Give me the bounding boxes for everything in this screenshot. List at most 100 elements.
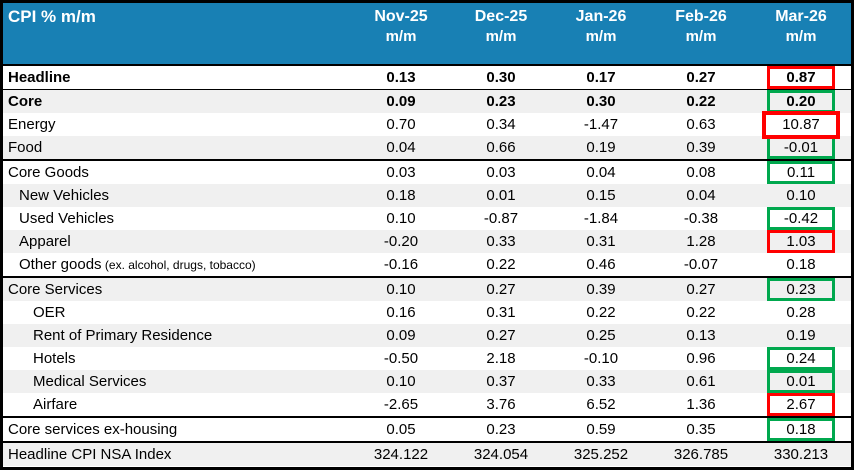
value-cell: 0.46 xyxy=(551,256,651,273)
cell-value: 1.28 xyxy=(686,233,716,250)
cell-value: 0.04 xyxy=(586,164,616,181)
row-label: Core Services xyxy=(3,281,351,298)
row-label-text: Used Vehicles xyxy=(19,210,115,227)
row-label-text: Other goods xyxy=(19,256,102,273)
cell-value: 0.66 xyxy=(486,139,516,156)
cell-value: 0.96 xyxy=(686,350,716,367)
value-cell: 0.61 xyxy=(651,373,751,390)
cell-value: 0.15 xyxy=(586,187,616,204)
row-label-text: Core xyxy=(8,93,43,110)
cell-value: 0.19 xyxy=(786,327,816,344)
row-label-note: (ex. alcohol, drugs, tobacco) xyxy=(101,258,256,272)
row-label-text: Core Goods xyxy=(8,164,89,181)
highlight-box-red: 10.87 xyxy=(762,110,840,139)
table-title: CPI % m/m xyxy=(8,7,96,26)
column-unit-label: m/m xyxy=(385,28,417,45)
cell-value: 0.31 xyxy=(486,304,516,321)
cell-value: -0.87 xyxy=(483,210,519,227)
cell-value: 1.36 xyxy=(686,396,716,413)
cell-value: 0.23 xyxy=(486,421,516,438)
cell-value: 2.67 xyxy=(786,396,816,413)
cell-value: 0.10 xyxy=(786,187,816,204)
table-row: Hotels -0.50 2.18 -0.10 0.96 0.24 xyxy=(3,347,851,370)
cell-value: 0.03 xyxy=(486,164,516,181)
cell-value: 0.01 xyxy=(786,373,816,390)
cell-value: -0.01 xyxy=(783,139,819,156)
cell-value: 0.27 xyxy=(686,69,716,86)
row-label-text: New Vehicles xyxy=(19,187,110,204)
cell-value: 0.11 xyxy=(786,164,816,181)
value-cell: 1.28 xyxy=(651,233,751,250)
value-cell: 0.27 xyxy=(451,281,551,298)
row-label: Medical Services xyxy=(3,373,351,390)
cell-value: 0.39 xyxy=(686,139,716,156)
cell-value: 0.09 xyxy=(386,327,416,344)
column-header: Dec-25 m/m xyxy=(451,3,551,64)
value-cell: 0.28 xyxy=(751,304,851,321)
row-label-text: Energy xyxy=(8,116,56,133)
row-label-text: Airfare xyxy=(33,396,78,413)
value-cell: -0.42 xyxy=(751,207,851,230)
row-label: Energy xyxy=(3,116,351,133)
value-cell: 0.31 xyxy=(451,304,551,321)
row-label-text: Medical Services xyxy=(33,373,147,390)
cell-value: 0.61 xyxy=(686,373,716,390)
column-month-label: Nov-25 xyxy=(374,8,428,25)
table-row: Medical Services 0.10 0.37 0.33 0.61 0.01 xyxy=(3,370,851,393)
cell-value: 0.27 xyxy=(686,281,716,298)
value-cell: 0.10 xyxy=(351,210,451,227)
table-row: Rent of Primary Residence 0.09 0.27 0.25 0.1… xyxy=(3,324,851,347)
cell-value: 0.46 xyxy=(586,256,616,273)
table-row: Headline CPI NSA Index 324.122 324.054 325.… xyxy=(3,441,851,466)
value-cell: 0.25 xyxy=(551,327,651,344)
row-label-text: Headline xyxy=(8,69,71,86)
row-label: Food xyxy=(3,139,351,156)
value-cell: 0.16 xyxy=(351,304,451,321)
value-cell: 0.39 xyxy=(551,281,651,298)
cell-value: 0.09 xyxy=(386,93,416,110)
cell-value: -0.20 xyxy=(383,233,419,250)
value-cell: 0.87 xyxy=(751,66,851,89)
value-cell: 0.11 xyxy=(751,161,851,184)
cell-value: 0.25 xyxy=(586,327,616,344)
row-label-text: Food xyxy=(8,139,43,156)
highlight-box-red: 1.03 xyxy=(767,230,835,253)
value-cell: -0.87 xyxy=(451,210,551,227)
value-cell: 0.22 xyxy=(651,93,751,110)
cell-value: 0.16 xyxy=(386,304,416,321)
value-cell: -2.65 xyxy=(351,396,451,413)
highlight-box-green: -0.42 xyxy=(767,207,835,230)
cell-value: 6.52 xyxy=(586,396,616,413)
table-row: Used Vehicles 0.10 -0.87 -1.84 -0.38 -0.42 xyxy=(3,207,851,230)
value-cell: 0.10 xyxy=(351,281,451,298)
highlight-box-green: 0.18 xyxy=(767,418,835,441)
cell-value: 326.785 xyxy=(673,446,729,463)
cell-value: 10.87 xyxy=(782,115,820,133)
cell-value: 0.33 xyxy=(586,373,616,390)
row-label-text: OER xyxy=(33,304,66,321)
cell-value: 0.20 xyxy=(786,93,816,110)
value-cell: 0.27 xyxy=(451,327,551,344)
value-cell: -0.16 xyxy=(351,256,451,273)
value-cell: 0.66 xyxy=(451,139,551,156)
value-cell: 0.03 xyxy=(351,164,451,181)
row-label: Headline CPI NSA Index xyxy=(3,446,351,463)
row-label: New Vehicles xyxy=(3,187,351,204)
row-label-text: Apparel xyxy=(19,233,71,250)
value-cell: 10.87 xyxy=(751,110,851,139)
column-month-label: Feb-26 xyxy=(675,8,727,25)
highlight-box-green: 0.23 xyxy=(767,278,835,301)
value-cell: 0.39 xyxy=(651,139,751,156)
cell-value: 0.01 xyxy=(486,187,516,204)
row-label-text: Headline CPI NSA Index xyxy=(8,446,172,463)
cell-value: 0.31 xyxy=(586,233,616,250)
value-cell: 0.22 xyxy=(451,256,551,273)
value-cell: 0.04 xyxy=(351,139,451,156)
cell-value: 330.213 xyxy=(773,446,829,463)
value-cell: 0.19 xyxy=(751,327,851,344)
cell-value: -0.07 xyxy=(683,256,719,273)
row-label: Core services ex-housing xyxy=(3,421,351,438)
cell-value: 0.18 xyxy=(786,421,816,438)
table-row: Core Goods 0.03 0.03 0.04 0.08 0.11 xyxy=(3,159,851,184)
column-unit-label: m/m xyxy=(485,28,517,45)
